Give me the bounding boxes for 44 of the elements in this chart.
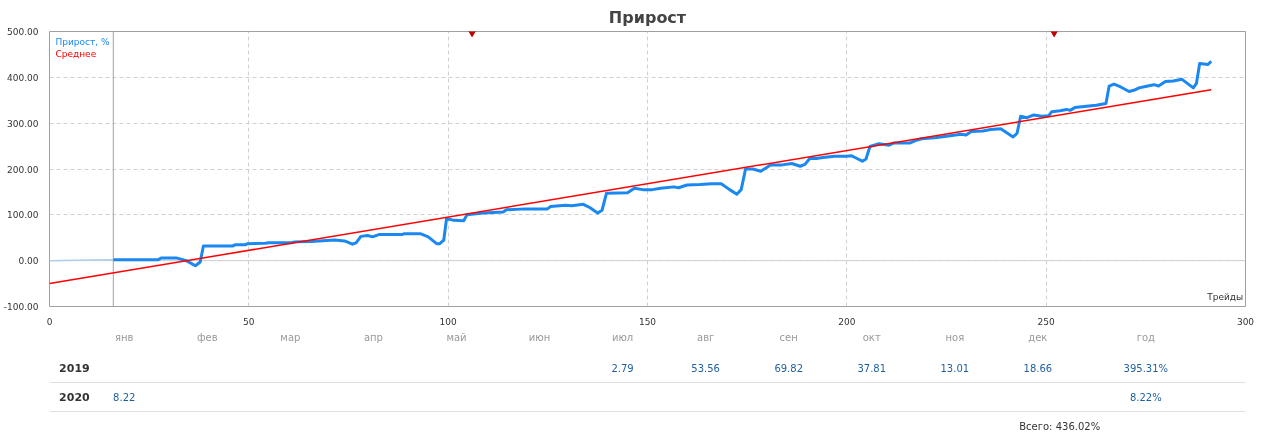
text: 13.01	[940, 363, 970, 374]
x-axis-title: Трейды	[1206, 292, 1244, 303]
x-tick-label: фев	[197, 331, 218, 343]
y-tick-label: 100.00	[7, 210, 39, 221]
text: Среднее	[55, 49, 97, 60]
y-tick-label: 2020	[59, 391, 91, 404]
x-tick-label: 250	[1037, 316, 1056, 327]
text: Всего: 436.02%	[1019, 420, 1101, 432]
line-series	[111, 59, 1213, 268]
y-tick-label: 200.00	[7, 164, 39, 175]
y-tick-label: 0.00	[18, 256, 39, 267]
x-tick-label: апр	[363, 331, 383, 343]
x-tick-label: июн	[528, 331, 551, 343]
x-tick-label: год	[1136, 331, 1156, 343]
text: 53.56	[691, 363, 720, 374]
x-tick-label: янв	[115, 331, 134, 343]
x-tick-label: 150	[638, 316, 657, 327]
x-tick-label: 50	[243, 316, 255, 327]
y-tick-label: 500.00	[7, 27, 39, 37]
text: 69.82	[774, 363, 804, 374]
x-tick-label: окт	[862, 331, 881, 343]
x-tick-label: 0	[46, 316, 53, 327]
x-tick-label: 300	[1236, 316, 1255, 327]
text: 18.66	[1023, 363, 1053, 374]
x-tick-label: авг	[697, 331, 715, 343]
x-tick-label: 200	[838, 316, 856, 327]
x-tick-label: мар	[280, 331, 301, 343]
x-tick-label: дек	[1028, 331, 1048, 343]
text: 395.31%	[1123, 362, 1169, 374]
y-tick-label: 300.00	[7, 118, 39, 129]
x-tick-label: май	[446, 331, 467, 343]
y-tick-label: 400.00	[7, 72, 39, 83]
y-tick-label: 2019	[59, 362, 90, 375]
text: Прирост, %	[55, 37, 110, 47]
text: 2.79	[611, 363, 634, 374]
x-tick-label: ноя	[945, 331, 965, 343]
y-tick-label: -100.00	[3, 302, 39, 312]
text: 8.22%	[1129, 391, 1162, 403]
text: 8.22	[113, 392, 136, 403]
text: 37.81	[857, 363, 887, 374]
chart-title: Прирост	[608, 7, 687, 27]
x-tick-label: 100	[439, 316, 458, 327]
x-tick-label: июл	[611, 331, 634, 343]
x-tick-label: сен	[779, 331, 798, 343]
